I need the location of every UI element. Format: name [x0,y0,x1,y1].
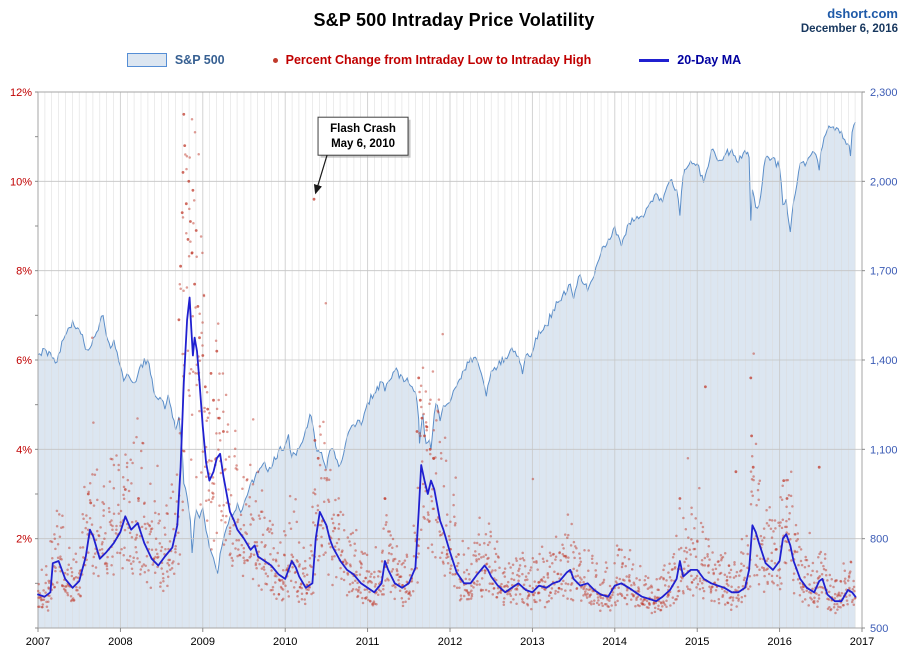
page-title: S&P 500 Intraday Price Volatility [313,10,595,30]
svg-text:4%: 4% [16,444,32,456]
svg-text:8%: 8% [16,266,32,278]
legend-label-ma: 20-Day MA [677,53,742,67]
source-date: December 6, 2016 [800,23,898,36]
svg-text:800: 800 [870,534,888,546]
svg-text:1,700: 1,700 [870,266,898,278]
volatility-chart: 2% 4% 6% 8% 10% 12% 500 800 1,100 1,400 1,700 2,000… [10,87,898,648]
svg-text:2012: 2012 [438,636,462,648]
svg-text:10%: 10% [10,176,32,188]
svg-text:1,100: 1,100 [870,444,898,456]
source-block: dshort.com December 6, 2016 [801,6,898,37]
svg-text:2,000: 2,000 [870,176,898,188]
svg-text:2009: 2009 [191,636,215,648]
legend-item-sp500: S&P 500 [126,53,225,67]
legend: S&P 500 Percent Change from Intraday Low… [0,53,868,67]
svg-text:2010: 2010 [273,636,297,648]
svg-text:2013: 2013 [520,636,544,648]
svg-text:12%: 12% [10,87,32,99]
svg-text:2011: 2011 [356,636,380,648]
svg-text:2017: 2017 [850,636,874,648]
legend-item-scatter: Percent Change from Intraday Low to Intr… [272,53,592,67]
svg-text:May 6, 2010: May 6, 2010 [331,138,395,150]
svg-text:2014: 2014 [603,636,627,648]
source-site: dshort.com [827,6,898,21]
svg-text:500: 500 [870,623,888,635]
svg-text:1,400: 1,400 [870,355,898,367]
svg-text:2016: 2016 [767,636,791,648]
ma-line-swatch [639,58,670,62]
svg-text:2,300: 2,300 [870,87,898,99]
legend-label-sp500: S&P 500 [174,53,225,67]
legend-label-scatter: Percent Change from Intraday Low to Intr… [285,53,592,67]
svg-text:Flash Crash: Flash Crash [330,123,396,135]
flash-crash-annotation: Flash Crash May 6, 2010 [313,116,411,195]
svg-text:2015: 2015 [685,636,709,648]
svg-text:6%: 6% [16,355,32,367]
sp500-area-swatch [126,53,167,67]
svg-text:2%: 2% [16,534,32,546]
legend-item-ma: 20-Day MA [639,53,741,67]
svg-text:2007: 2007 [26,636,50,648]
scatter-dot-swatch [272,57,278,63]
svg-text:2008: 2008 [108,636,132,648]
